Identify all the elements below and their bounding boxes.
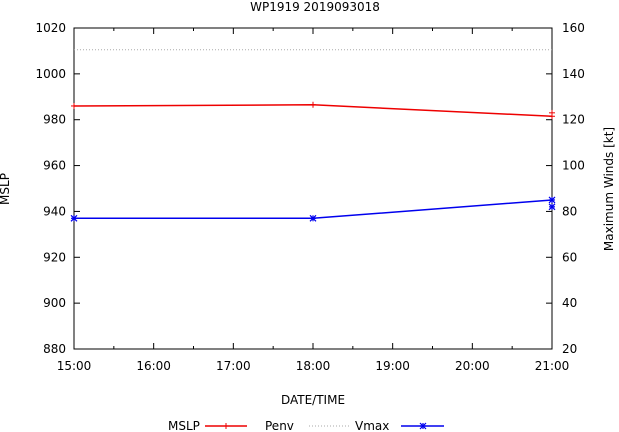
y-axis-right: 20 40 60 80 100 120 140 160: [546, 21, 585, 356]
legend-label-penv: Penv: [265, 419, 294, 432]
legend-marker-penv: [223, 423, 229, 429]
point-vmax: [70, 214, 78, 222]
y-tick-label: 1000: [35, 67, 66, 81]
x-tick-label: 19:00: [375, 359, 410, 373]
y2-tick-label: 140: [562, 67, 585, 81]
y-tick-label: 1020: [35, 21, 66, 35]
x-tick-label: 15:00: [57, 359, 92, 373]
x-tick-label: 20:00: [455, 359, 490, 373]
y2-tick-label: 100: [562, 159, 585, 173]
point-penv: [549, 109, 555, 116]
y2-tick-label: 160: [562, 21, 585, 35]
y-tick-label: 920: [43, 250, 66, 264]
y2-tick-label: 60: [562, 250, 577, 264]
x-tick-label: 18:00: [296, 359, 331, 373]
legend-marker-vmax: [419, 422, 427, 430]
x-axis-label: DATE/TIME: [281, 393, 345, 407]
x-tick-label: 17:00: [216, 359, 251, 373]
x-axis: 15:00 16:00 17:00 18:00 19:00 20:00 21:00: [57, 28, 570, 373]
y2-tick-label: 20: [562, 342, 577, 356]
y-tick-label: 900: [43, 296, 66, 310]
y-axis-label: MSLP: [0, 173, 12, 205]
plot-frame: [73, 27, 553, 350]
y2-tick-label: 40: [562, 296, 577, 310]
point-vmax: [548, 203, 556, 211]
y-tick-label: 880: [43, 342, 66, 356]
y-tick-label: 960: [43, 159, 66, 173]
y-tick-label: 980: [43, 113, 66, 127]
x-tick-label: 16:00: [136, 359, 171, 373]
chart-title: WP1919 2019093018: [250, 0, 380, 14]
legend: MSLP Penv Vmax: [168, 419, 444, 432]
y-tick-label: 940: [43, 204, 66, 218]
point-vmax: [309, 214, 317, 222]
y-axis-left: 880 900 920 940 960 980 1000 1020: [35, 21, 80, 356]
legend-label-mslp: MSLP: [168, 419, 200, 432]
x-tick-label: 21:00: [535, 359, 570, 373]
y2-tick-label: 80: [562, 204, 577, 218]
legend-label-vmax: Vmax: [355, 419, 389, 432]
series-layer: [70, 49, 556, 222]
point-vmax: [548, 196, 556, 204]
point-penv: [310, 101, 316, 108]
y2-tick-label: 120: [562, 113, 585, 127]
y2-axis-label: Maximum Winds [kt]: [602, 127, 616, 251]
point-penv: [71, 102, 77, 109]
